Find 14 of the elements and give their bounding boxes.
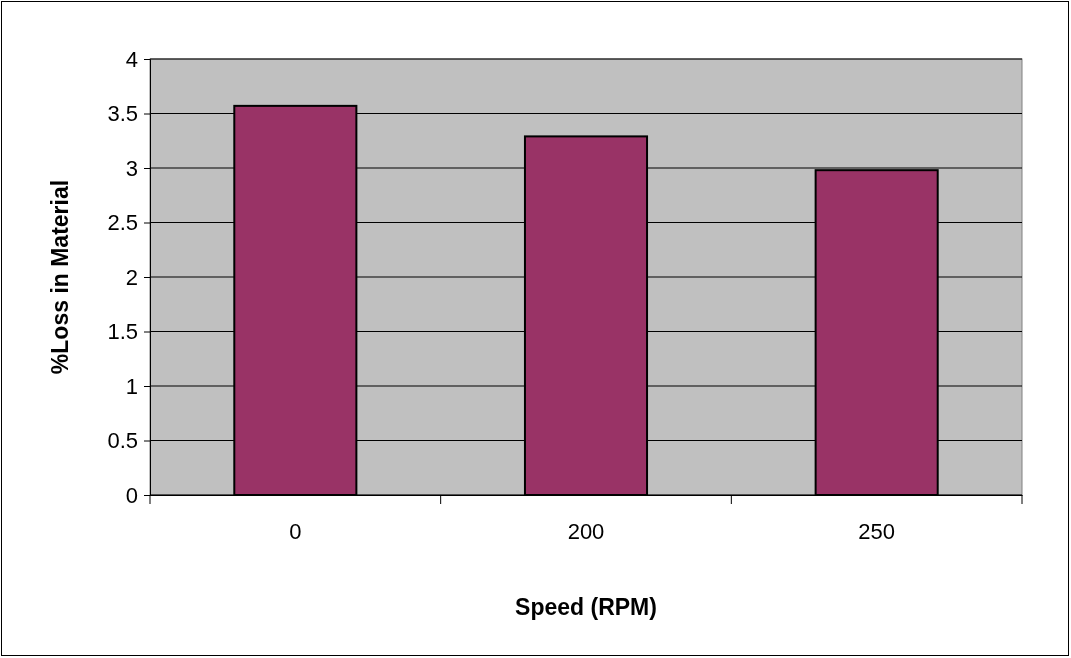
x-axis-title: Speed (RPM) <box>515 594 657 620</box>
y-tick-label: 3 <box>125 155 138 181</box>
y-tick-label: 2 <box>125 264 138 290</box>
x-tick-label: 200 <box>567 518 605 544</box>
x-tick-label: 250 <box>858 518 896 544</box>
y-tick-label: 0.5 <box>107 428 138 454</box>
y-tick-label: 0 <box>125 482 138 508</box>
y-tick-label: 1 <box>125 373 138 399</box>
y-tick-label: 1.5 <box>107 319 138 345</box>
y-tick-label: 2.5 <box>107 210 138 236</box>
y-tick-label: 3.5 <box>107 101 138 127</box>
y-tick-label: 4 <box>125 46 138 72</box>
x-tick-label: 0 <box>289 518 302 544</box>
y-axis-title: %Loss in Material <box>47 179 73 375</box>
